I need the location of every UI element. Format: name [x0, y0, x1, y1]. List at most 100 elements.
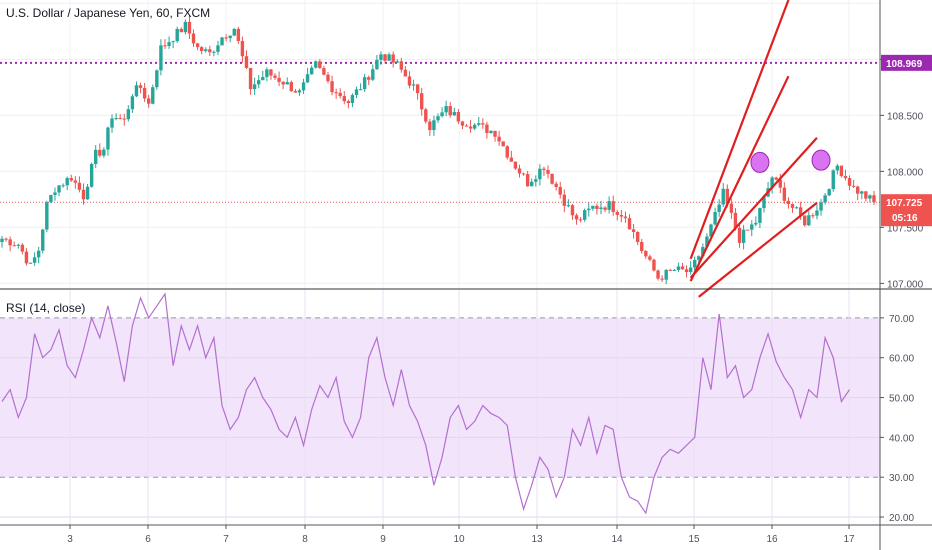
candle-body: [729, 203, 734, 213]
price-grid: [0, 0, 880, 289]
candle-body: [387, 54, 391, 61]
candle: [261, 70, 265, 81]
candle-body: [815, 210, 819, 216]
candle-body: [505, 146, 509, 158]
candle-body: [835, 165, 840, 171]
candle: [4, 237, 8, 242]
time-axis-label: 14: [611, 534, 623, 545]
trendline[interactable]: [689, 0, 790, 260]
candle-body: [293, 91, 298, 93]
highlight-circle[interactable]: [811, 149, 831, 171]
candle: [660, 275, 664, 282]
candle: [729, 198, 734, 219]
highlight-circle[interactable]: [750, 151, 770, 173]
candle-body: [656, 270, 660, 279]
candle: [199, 46, 204, 55]
candle-body: [252, 84, 257, 90]
candle: [843, 169, 848, 181]
candle: [554, 181, 558, 191]
time-axis[interactable]: 3 6 7 8 9 10 13 14 15 16 17: [67, 525, 855, 545]
candle: [472, 123, 477, 131]
candle-body: [754, 222, 758, 225]
candle-body: [195, 43, 200, 48]
rsi-axis-label: 70.00: [889, 314, 914, 325]
candle-body: [4, 238, 8, 240]
candle-body: [362, 77, 367, 90]
candle: [248, 67, 253, 95]
candle-body: [497, 136, 501, 142]
trendlines[interactable]: [689, 0, 818, 298]
candle-body: [305, 74, 310, 83]
rsi-axis-label: 60.00: [889, 354, 914, 365]
candle-body: [81, 189, 86, 200]
candle-body: [118, 118, 122, 120]
candle-body: [782, 187, 787, 201]
candle-body: [513, 161, 518, 169]
candle-body: [631, 229, 636, 232]
candle: [750, 220, 754, 237]
candle: [102, 147, 106, 158]
candle-body: [73, 180, 78, 183]
candle-body: [648, 256, 652, 260]
candle-body: [472, 124, 477, 129]
candle: [464, 124, 469, 127]
candle: [786, 197, 791, 209]
candle-body: [640, 242, 644, 252]
candle-body: [733, 212, 738, 228]
candle-body: [464, 125, 469, 127]
candle-body: [53, 192, 57, 195]
candle-body: [0, 238, 4, 243]
time-axis-label: 17: [843, 534, 855, 545]
candle-body: [717, 204, 721, 213]
candle-body: [297, 90, 302, 93]
candle-body: [110, 118, 114, 128]
candle-body: [823, 195, 827, 203]
candle: [745, 229, 750, 231]
candle: [558, 181, 562, 199]
last-price-tag-label: 107.725: [886, 198, 923, 209]
candle: [860, 190, 864, 200]
rsi-axis[interactable]: 20.00 30.00 40.00 50.00 60.00 70.00: [880, 314, 914, 524]
candle: [301, 78, 306, 94]
candle-body: [330, 81, 334, 93]
candle: [546, 165, 550, 179]
trendline[interactable]: [689, 75, 790, 282]
trendline[interactable]: [698, 201, 818, 298]
candle: [436, 113, 440, 123]
candle: [314, 60, 318, 69]
candle-body: [725, 188, 730, 204]
candle: [847, 175, 852, 191]
candle-body: [126, 109, 131, 120]
highlight-markers[interactable]: [750, 149, 831, 173]
candle-body: [684, 269, 689, 273]
candle-body: [102, 149, 106, 156]
candle: [269, 68, 273, 80]
candle-body: [98, 149, 102, 156]
candle-body: [542, 168, 546, 170]
price-axis-label: 107.500: [887, 223, 924, 234]
candle-body: [558, 187, 562, 195]
candle: [835, 163, 840, 175]
candle: [607, 196, 611, 214]
candle: [856, 185, 860, 201]
candle: [851, 179, 856, 189]
candle-body: [257, 80, 261, 85]
candle: [509, 150, 514, 162]
candle-body: [420, 93, 424, 110]
candle: [281, 80, 285, 90]
candle: [350, 93, 355, 108]
candle-body: [342, 96, 346, 102]
candle: [648, 254, 652, 262]
candle-body: [652, 259, 656, 271]
time-axis-label: 15: [688, 534, 700, 545]
candle: [611, 195, 615, 216]
candle: [358, 83, 363, 91]
candle-body: [868, 195, 872, 199]
candle: [587, 202, 591, 217]
trendline[interactable]: [689, 137, 818, 279]
candle-body: [770, 177, 774, 189]
chart-title: U.S. Dollar / Japanese Yen, 60, FXCM: [6, 6, 210, 20]
candle: [126, 105, 131, 122]
candle: [513, 161, 518, 171]
